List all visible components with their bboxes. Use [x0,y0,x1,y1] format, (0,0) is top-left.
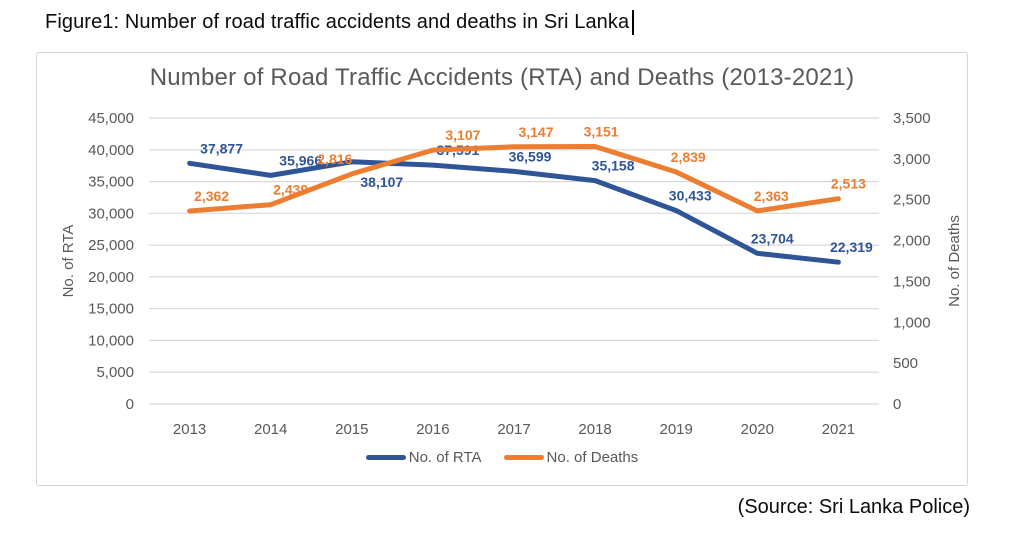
data-label: 3,151 [584,124,619,140]
data-label: 2,362 [194,188,229,204]
data-label: 35,966 [279,152,322,168]
legend-label-deaths: No. of Deaths [546,449,639,466]
left-axis-tick-label: 0 [126,396,134,413]
right-axis-tick-label: 2,500 [893,192,931,209]
data-label: 2,439 [273,182,308,198]
right-axis-tick-label: 1,500 [893,273,931,290]
legend-item-rta[interactable]: No. of RTA [365,449,482,466]
series-line-deaths[interactable] [187,144,841,214]
chart-plot-area: 45,000 40,000 35,000 30,000 25,000 20,000 15,0… [37,53,969,492]
x-axis-year-label: 2017 [497,421,530,438]
right-axis-title: No. of Deaths [946,215,963,307]
data-label: 30,433 [669,188,712,204]
data-label: 2,816 [317,151,352,167]
x-axis-year-label: 2018 [578,421,611,438]
x-axis-year-label: 2021 [822,421,855,438]
data-label: 38,107 [360,174,403,190]
left-axis-tick-label: 30,000 [88,205,134,222]
data-label: 22,319 [830,239,873,255]
x-axis-year-label: 2013 [173,421,206,438]
right-axis-tick-label: 3,000 [893,151,931,168]
right-axis-tick-label: 2,000 [893,233,931,250]
data-label: 2,839 [671,149,706,165]
legend-label-rta: No. of RTA [408,449,482,466]
rta-line-marker-icon [365,455,406,460]
data-label: 23,704 [751,230,794,246]
left-axis-tick-label: 10,000 [88,332,134,349]
data-label: 3,147 [518,124,553,140]
right-axis-tick-label: 3,500 [893,110,931,127]
chart-title[interactable]: Number of Road Traffic Accidents (RTA) a… [149,64,855,91]
chart-container[interactable]: Number of Road Traffic Accidents (RTA) a… [36,52,968,486]
left-axis-tick-label: 40,000 [88,142,134,159]
data-label: 36,599 [509,148,552,164]
figure-caption[interactable]: Figure1: Number of road traffic accident… [45,11,630,33]
x-axis-year-label: 2016 [416,421,449,438]
data-label: 2,363 [754,188,789,204]
data-label: 37,877 [200,140,243,156]
left-axis-tick-label: 20,000 [88,269,134,286]
x-axis-year-label: 2020 [741,421,774,438]
left-axis-tick-label: 15,000 [88,301,134,318]
figure-caption-row: Figure1: Number of road traffic accident… [45,10,635,35]
data-label: 2,513 [831,176,866,192]
data-label: 3,107 [445,127,480,143]
left-axis-tick-label: 45,000 [88,110,134,127]
left-axis-tick-label: 5,000 [96,364,134,381]
deaths-line-marker-icon [503,455,544,460]
source-note[interactable]: (Source: Sri Lanka Police) [737,496,970,518]
right-axis-tick-label: 1,000 [893,314,931,331]
right-axis-tick-label: 500 [893,355,918,372]
x-axis-year-label: 2019 [660,421,693,438]
text-cursor [632,10,635,35]
x-axis-year-label: 2015 [335,421,368,438]
left-axis-tick-label: 35,000 [88,174,134,191]
left-axis-title: No. of RTA [60,225,77,298]
chart-legend: No. of RTA No. of Deaths [37,449,967,466]
left-axis-tick-label: 25,000 [88,237,134,254]
x-axis-year-label: 2014 [254,421,287,438]
data-label: 35,158 [592,158,635,174]
series-line-rta[interactable] [187,159,841,265]
right-axis-tick-label: 0 [893,396,901,413]
legend-item-deaths[interactable]: No. of Deaths [503,449,639,466]
